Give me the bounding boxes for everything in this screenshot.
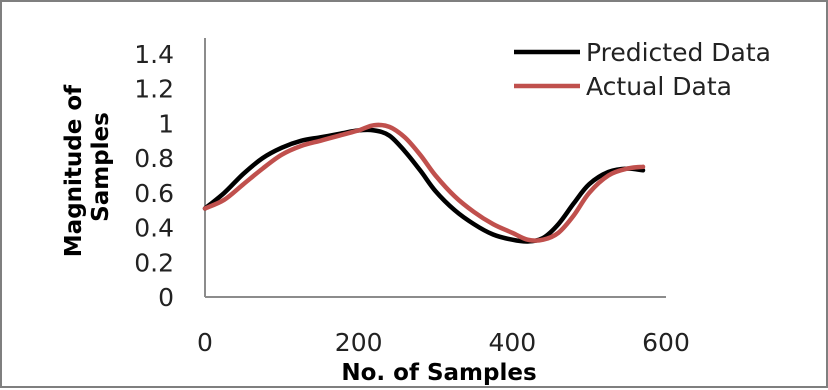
series-line-actual [202, 122, 646, 243]
y-tick-label: 0.2 [134, 248, 174, 277]
y-tick-label: 0.6 [134, 179, 174, 208]
y-tick-label: 1 [158, 109, 174, 138]
y-tick-label: 0.4 [134, 214, 174, 243]
y-axis-title-line-1: Magnitude of [61, 84, 87, 257]
y-tick-label: 1.4 [134, 40, 174, 69]
legend-label-predicted: Predicted Data [586, 38, 771, 67]
y-axis-title-line-2: Samples [88, 112, 114, 222]
y-axis-title: Magnitude of Samples [61, 77, 114, 257]
series-line-predicted [202, 127, 646, 244]
x-tick-label: 600 [642, 328, 690, 357]
legend-label-actual: Actual Data [586, 72, 732, 101]
y-tick-label: 0.8 [134, 144, 174, 173]
x-axis-title: No. of Samples [341, 360, 536, 386]
y-tick-label: 0 [158, 283, 174, 312]
x-tick-label: 200 [335, 328, 383, 357]
axes: 0 0.2 0.4 0.6 0.8 1 1.2 1.4 0 200 400 600 [134, 38, 690, 357]
x-tick-label: 0 [197, 328, 213, 357]
series-layer [202, 122, 646, 244]
y-tick-label: 1.2 [134, 75, 174, 104]
legend: Predicted Data Actual Data [514, 38, 771, 101]
x-tick-label: 400 [488, 328, 536, 357]
